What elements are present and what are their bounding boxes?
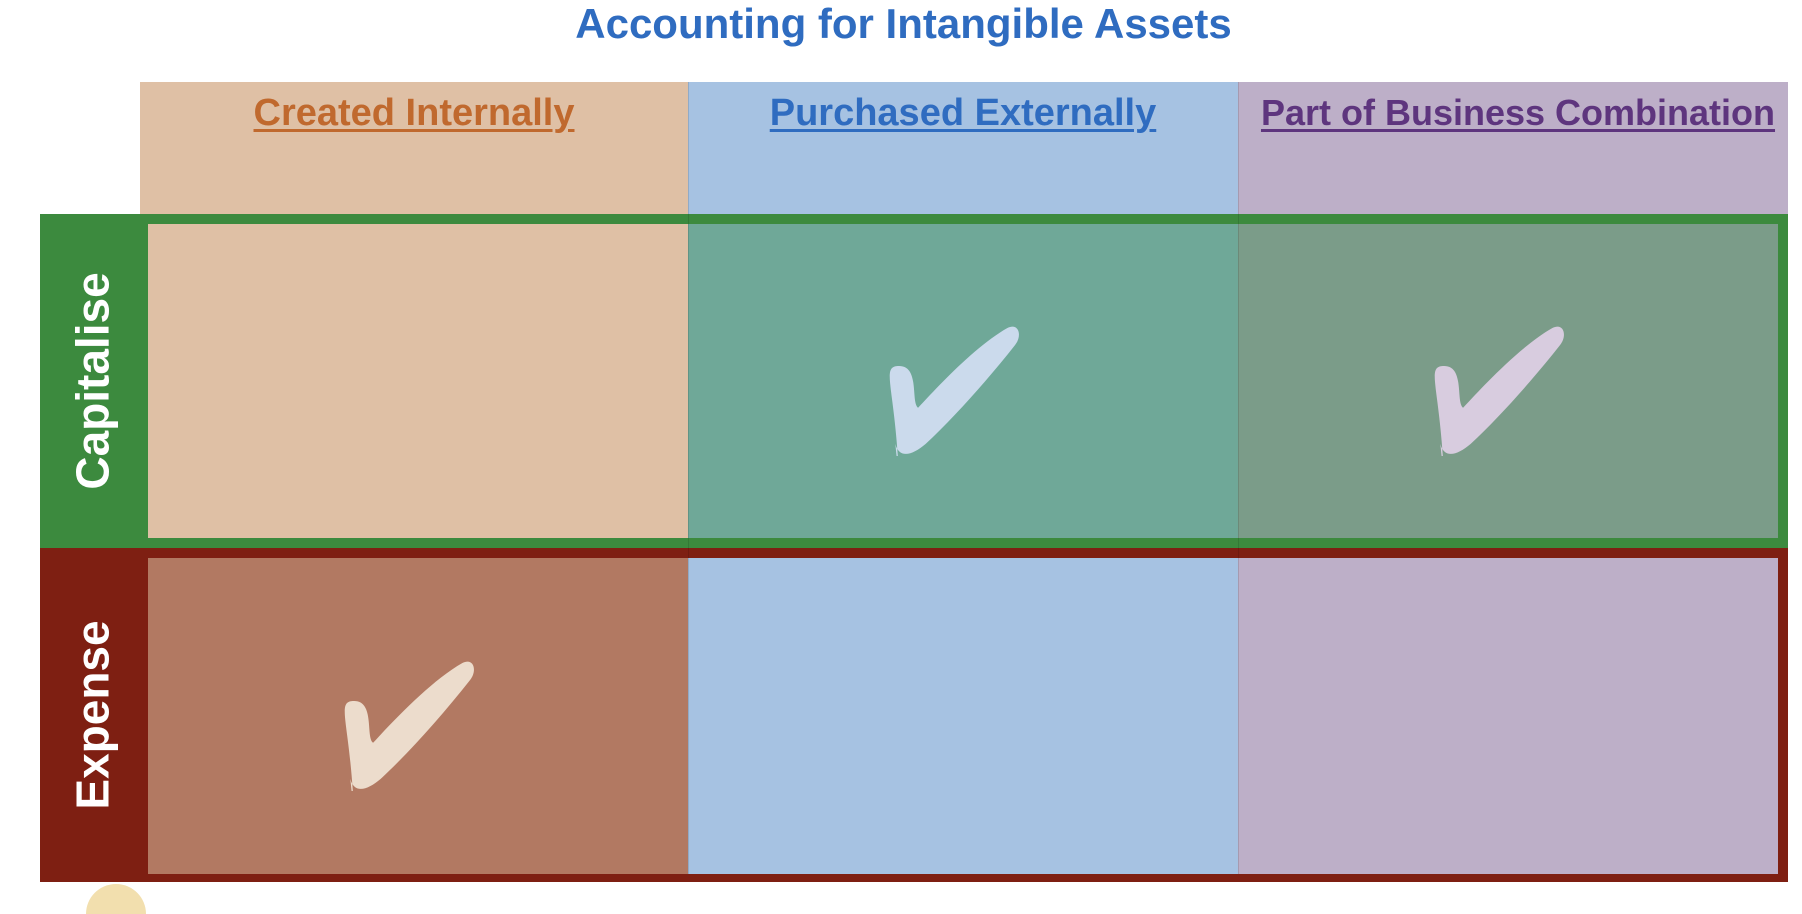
column-header-purchased-externally: Purchased Externally bbox=[688, 82, 1238, 214]
cell-expense-business-combination bbox=[1238, 558, 1778, 874]
check-mark-icon bbox=[889, 326, 1019, 456]
cell-capitalise-created-internally bbox=[148, 224, 688, 538]
column-header-label: Created Internally bbox=[253, 92, 575, 134]
cell-expense-created-internally bbox=[148, 558, 688, 874]
decorative-shape bbox=[86, 884, 146, 914]
expense-row-label: Expense bbox=[67, 620, 119, 810]
check-mark-icon bbox=[1434, 326, 1564, 456]
cell-expense-purchased-externally bbox=[688, 558, 1238, 874]
page-title: Accounting for Intangible Assets bbox=[575, 0, 1232, 47]
column-divider bbox=[688, 82, 689, 874]
column-divider bbox=[1238, 82, 1239, 874]
column-header-created-internally: Created Internally bbox=[140, 82, 688, 214]
cell-capitalise-purchased-externally bbox=[688, 224, 1238, 538]
capitalise-row-label: Capitalise bbox=[67, 272, 119, 490]
column-header-label: Purchased Externally bbox=[769, 92, 1157, 134]
column-header-business-combination: Part of Business Combination bbox=[1238, 82, 1788, 214]
check-mark-icon bbox=[344, 661, 474, 791]
cell-capitalise-business-combination bbox=[1238, 224, 1778, 538]
column-header-label: Part of Business Combination bbox=[1260, 92, 1776, 133]
